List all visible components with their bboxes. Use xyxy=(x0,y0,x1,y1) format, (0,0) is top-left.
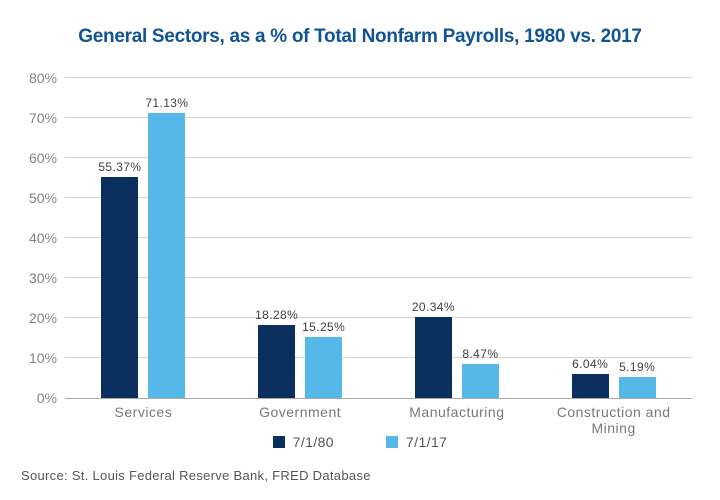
bar-manufacturing-7-1-17 xyxy=(461,364,499,398)
y-tick-label-70%: 70% xyxy=(28,110,57,126)
gridline-20% xyxy=(65,317,692,318)
y-tick-label-30%: 30% xyxy=(28,270,57,286)
bar-government-7-1-80 xyxy=(258,324,296,398)
bar-value-label: 15.25% xyxy=(302,320,346,334)
x-category-label: Government xyxy=(259,404,342,420)
legend-item-2017: 7/1/17 xyxy=(386,434,447,450)
bar-value-label: 71.13% xyxy=(145,96,189,111)
y-tick-label-40%: 40% xyxy=(28,230,57,246)
y-tick-label-50%: 50% xyxy=(28,190,57,206)
legend-label-1980: 7/1/80 xyxy=(292,434,334,450)
x-category-label: Manufacturing xyxy=(409,404,505,420)
x-category-label: Services xyxy=(114,404,173,420)
bar-construction-and-mining-7-1-80 xyxy=(571,373,609,398)
bar-value-label: 6.04% xyxy=(572,356,609,371)
gridline-50% xyxy=(65,197,692,198)
gridline-60% xyxy=(65,157,692,158)
bar-government-7-1-17 xyxy=(305,337,343,398)
chart-title: General Sectors, as a % of Total Nonfarm… xyxy=(78,26,642,47)
bar-construction-and-mining-7-1-17 xyxy=(618,377,656,398)
legend-label-2017: 7/1/17 xyxy=(406,434,448,450)
y-tick-label-60%: 60% xyxy=(28,150,57,166)
gridline-40% xyxy=(65,237,692,238)
bar-value-label: 18.28% xyxy=(255,307,299,322)
legend-item-1980: 7/1/80 xyxy=(272,434,334,450)
x-axis-baseline xyxy=(65,398,692,399)
gridline-80% xyxy=(65,77,692,78)
gridline-30% xyxy=(65,277,692,278)
bar-services-7-1-80 xyxy=(101,176,139,398)
y-tick-label-20%: 20% xyxy=(28,310,57,326)
gridline-10% xyxy=(65,357,692,358)
y-tick-label-0%: 0% xyxy=(36,390,57,406)
gridline-70% xyxy=(65,117,692,118)
x-category-label: Construction and Mining xyxy=(556,404,671,436)
legend-swatch-2017 xyxy=(386,436,398,448)
y-tick-label-80%: 80% xyxy=(28,70,57,86)
legend: 7/1/80 7/1/17 xyxy=(0,434,720,450)
bar-value-label: 55.37% xyxy=(98,159,142,174)
legend-swatch-1980 xyxy=(272,436,285,448)
bar-services-7-1-17 xyxy=(148,113,186,398)
bar-value-label: 20.34% xyxy=(411,299,455,314)
source-note: Source: St. Louis Federal Reserve Bank, … xyxy=(21,468,371,483)
bar-value-label: 5.19% xyxy=(619,360,656,375)
bar-manufacturing-7-1-80 xyxy=(414,316,452,398)
y-tick-label-10%: 10% xyxy=(28,350,57,366)
bar-value-label: 8.47% xyxy=(462,347,499,362)
plot-area: 0% 10% 20% 30% 40% 50% 60% 70% 80% 55.37% 71.13% Se… xyxy=(29,70,692,436)
